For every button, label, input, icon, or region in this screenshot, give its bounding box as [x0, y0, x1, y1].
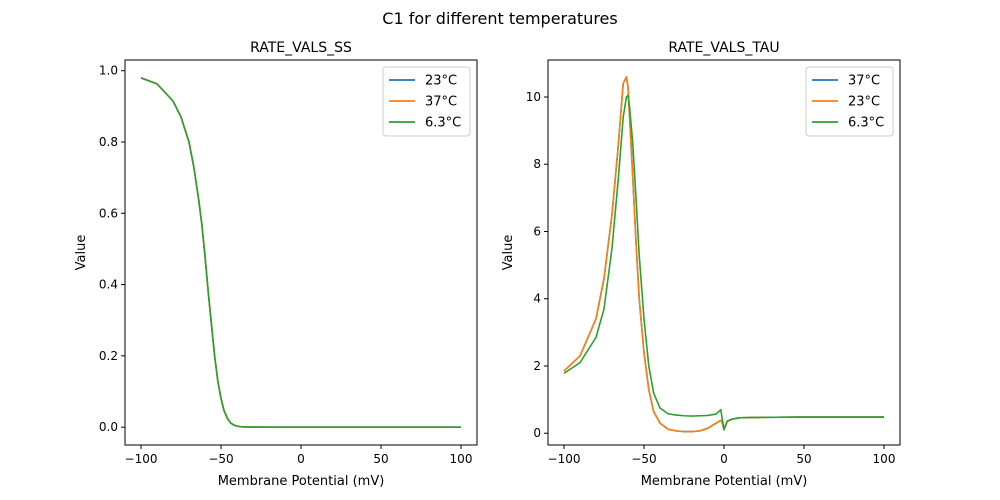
x-tick-label: −50 — [631, 452, 656, 466]
axes-title: RATE_VALS_SS — [250, 40, 352, 56]
legend-box — [805, 66, 894, 137]
y-tick-label: 10 — [526, 90, 541, 104]
x-tick-label: 100 — [450, 452, 473, 466]
x-tick-label: −100 — [548, 452, 581, 466]
series-group — [140, 77, 461, 428]
x-tick-label: 0 — [720, 452, 728, 466]
y-tick-label: 1.0 — [99, 64, 118, 78]
x-tick-label: 100 — [873, 452, 896, 466]
y-tick-label: 8 — [533, 157, 541, 171]
series-group — [563, 76, 884, 433]
y-tick-label: 0.4 — [99, 278, 118, 292]
y-tick-label: 0 — [533, 426, 541, 440]
y-axis-label: Value — [74, 235, 89, 271]
legend-label: 37°C — [425, 95, 457, 110]
legend: 37°C 23°C 6.3°C — [805, 66, 894, 137]
y-tick-label: 2 — [533, 359, 541, 373]
y-tick-label: 0.8 — [99, 135, 118, 149]
legend-label: 23°C — [848, 95, 880, 110]
figure-title: C1 for different temperatures — [382, 9, 617, 28]
x-axis-label: Membrane Potential (mV) — [641, 474, 808, 489]
x-tick-label: −100 — [125, 452, 158, 466]
y-tick-label: 0.6 — [99, 206, 118, 220]
x-tick-label: −50 — [208, 452, 233, 466]
y-tick-label: 6 — [533, 224, 541, 238]
subplot-rate-vals-ss: RATE_VALS_SS −100 −50 0 50 100 0.0 0.2 0.4 0.6 0.8… — [74, 40, 478, 489]
y-tick-label: 0.2 — [99, 349, 118, 363]
y-tick-label: 0.0 — [99, 420, 118, 434]
x-tick-label: 0 — [297, 452, 305, 466]
series-line-6-3C — [563, 94, 884, 431]
legend-label: 6.3°C — [425, 116, 461, 131]
y-axis-label: Value — [501, 235, 516, 271]
x-tick-label: 50 — [373, 452, 388, 466]
legend-label: 37°C — [848, 74, 880, 89]
x-tick-label: 50 — [796, 452, 811, 466]
subplot-rate-vals-tau: RATE_VALS_TAU −100 −50 0 50 100 0 2 4 6 8 10 Membran… — [501, 40, 901, 489]
legend-label: 6.3°C — [848, 116, 884, 131]
series-line-6-3C — [140, 77, 461, 428]
legend-box — [382, 66, 471, 137]
legend: 23°C 37°C 6.3°C — [382, 66, 471, 137]
legend-label: 23°C — [425, 74, 457, 89]
axes-title: RATE_VALS_TAU — [668, 40, 779, 56]
y-tick-label: 4 — [533, 292, 541, 306]
x-axis-label: Membrane Potential (mV) — [218, 474, 385, 489]
